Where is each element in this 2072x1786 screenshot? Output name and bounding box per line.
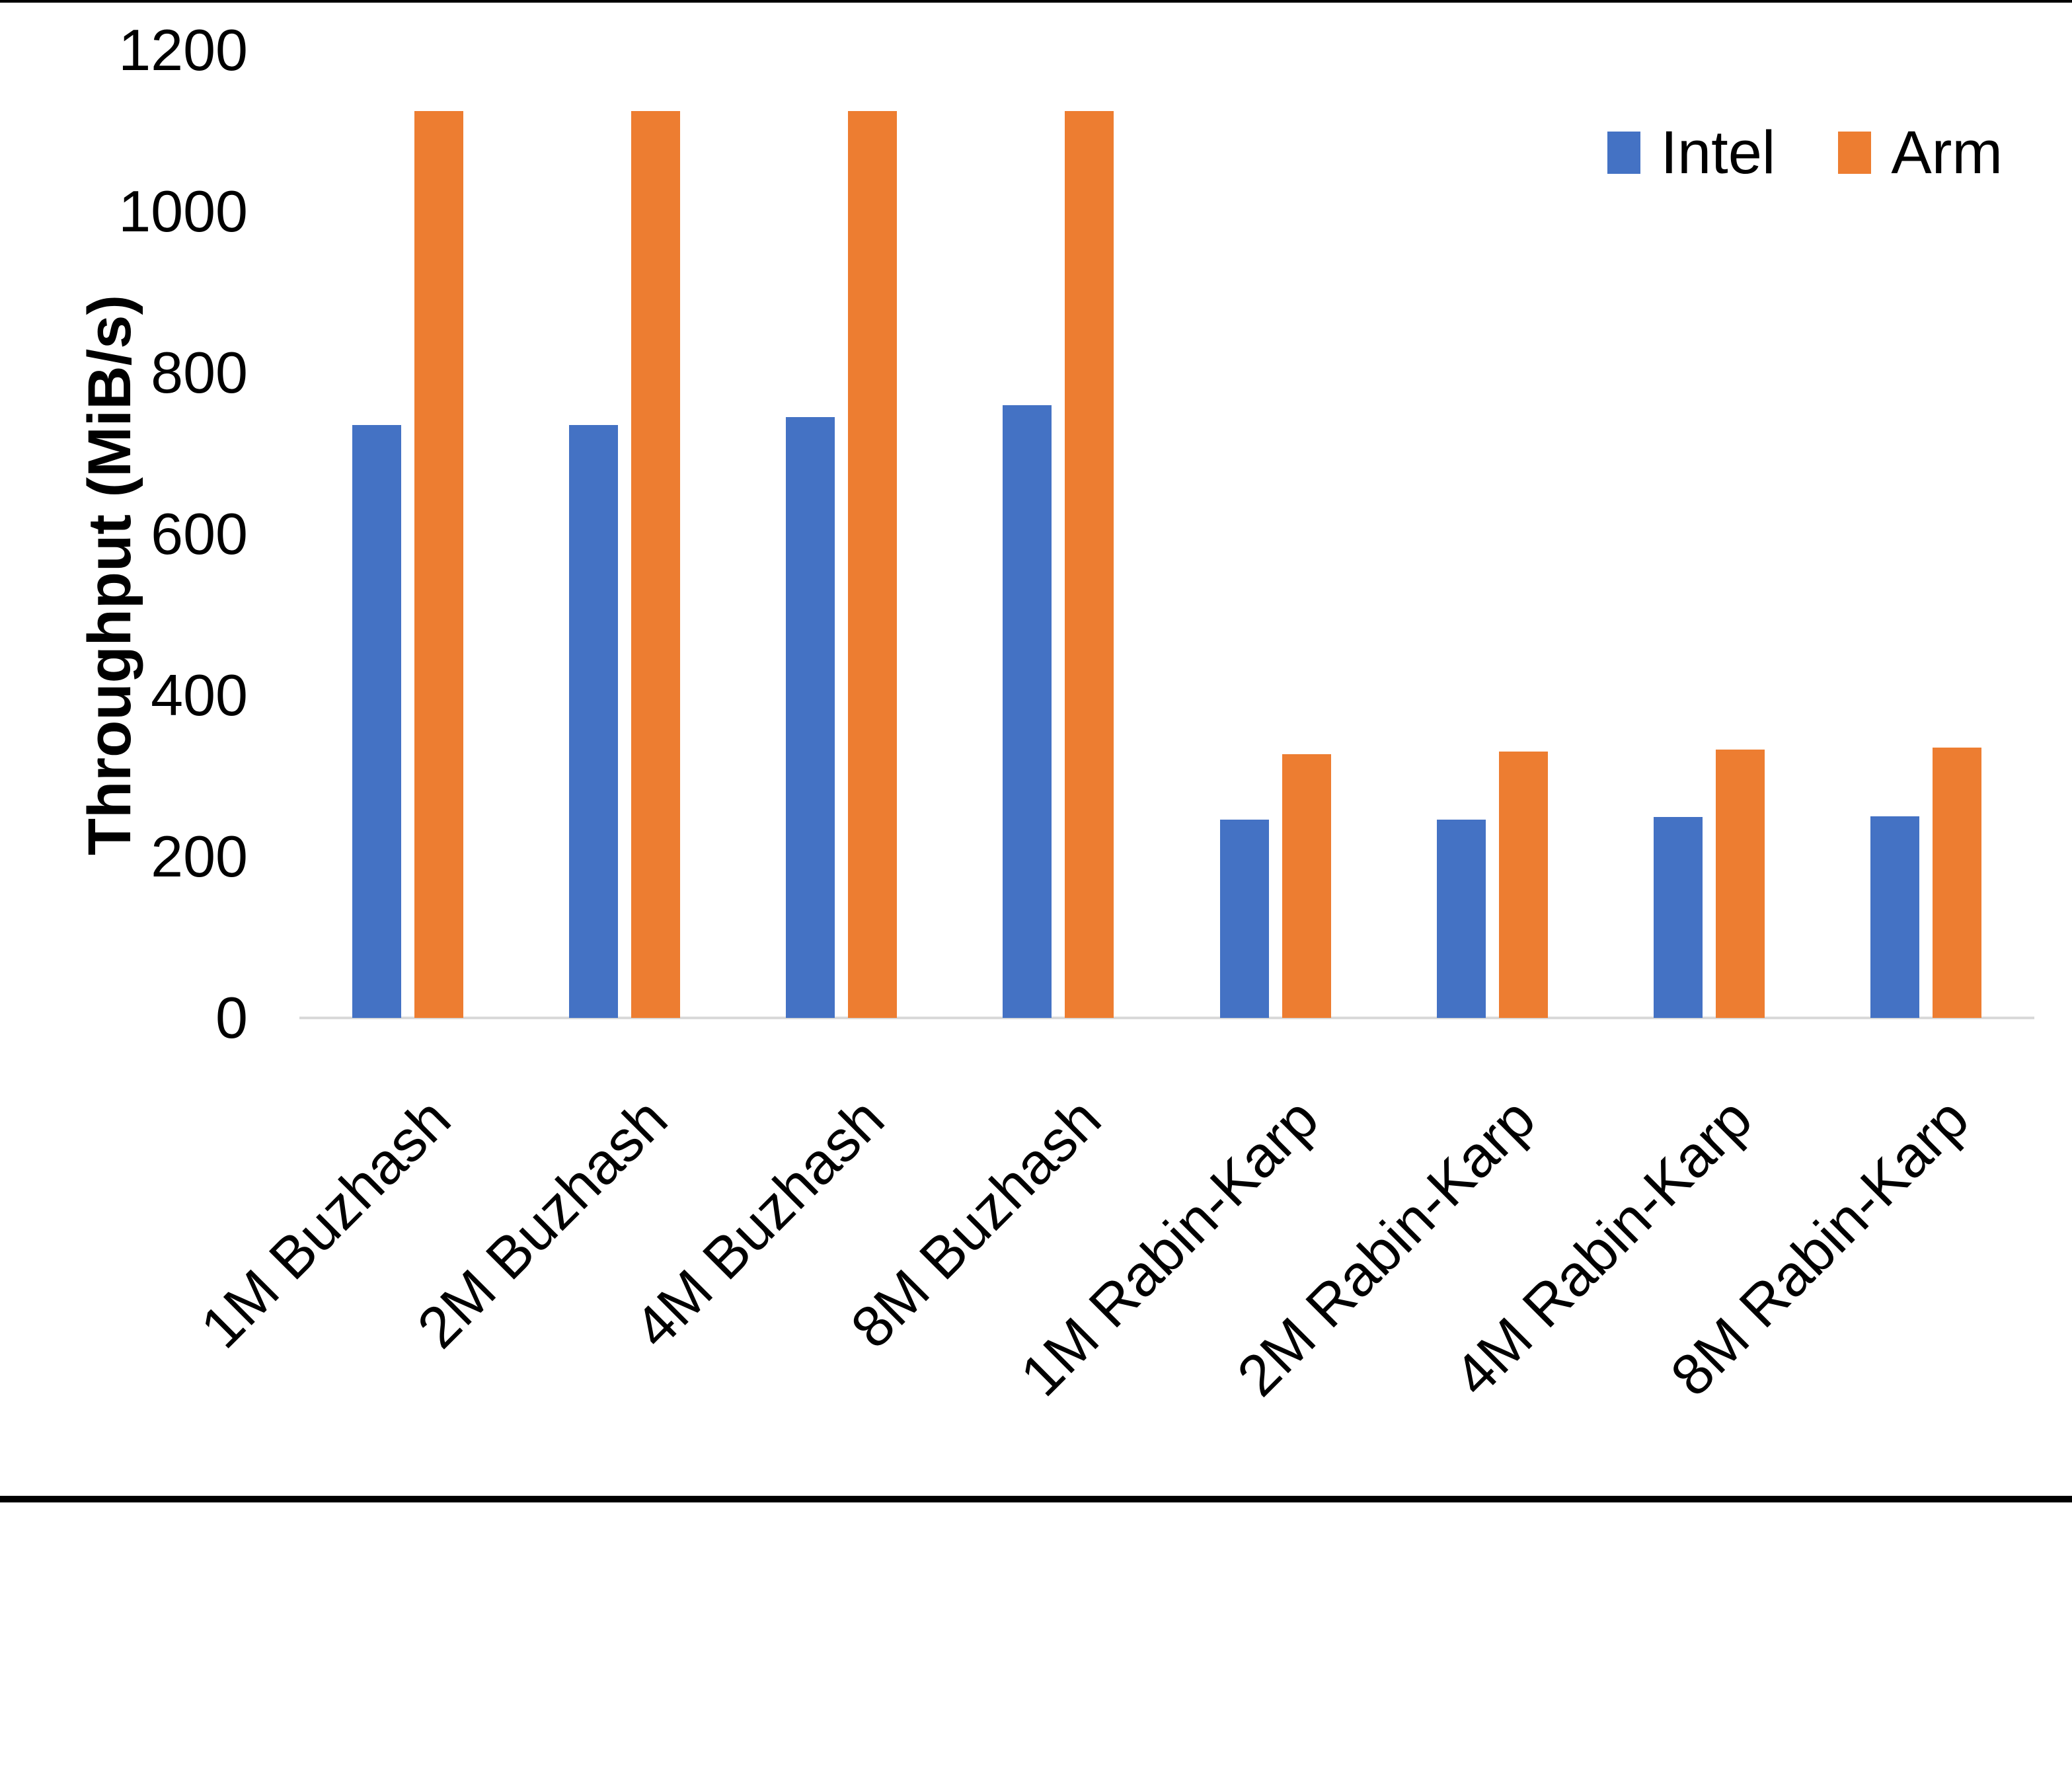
bar-chart: Throughput (MiB/s) 0 200 400 600 800 1000 1200… xyxy=(76,17,2034,1409)
bar-intel-1m-rabin-karp xyxy=(1219,819,1269,1018)
bar-intel-4m-buzhash xyxy=(786,417,835,1018)
y-tick-label-1000: 1000 xyxy=(118,178,248,244)
legend-item-arm: Arm xyxy=(1838,121,2003,184)
bar-intel-4m-rabin-karp xyxy=(1653,817,1703,1018)
y-tick-label-800: 800 xyxy=(151,340,248,405)
bar-arm-4m-buzhash xyxy=(848,110,898,1018)
legend-item-intel: Intel xyxy=(1607,121,1775,184)
legend: Intel Arm xyxy=(1607,121,2003,184)
bar-intel-8m-rabin-karp xyxy=(1870,816,1919,1018)
bar-arm-1m-buzhash xyxy=(414,110,463,1018)
bar-arm-1m-rabin-karp xyxy=(1282,754,1331,1018)
legend-swatch-intel xyxy=(1607,132,1641,174)
y-tick-label-0: 0 xyxy=(215,985,248,1050)
legend-label-intel: Intel xyxy=(1660,119,1776,186)
bar-arm-4m-rabin-karp xyxy=(1715,749,1765,1018)
slide-top-border xyxy=(0,0,2072,3)
bar-arm-2m-buzhash xyxy=(631,110,681,1018)
bar-intel-8m-buzhash xyxy=(1003,405,1052,1018)
y-tick-label-1200: 1200 xyxy=(118,17,248,83)
legend-label-arm: Arm xyxy=(1891,119,2003,186)
x-axis-line xyxy=(299,1017,2034,1019)
bar-intel-2m-rabin-karp xyxy=(1436,819,1486,1018)
bar-arm-8m-buzhash xyxy=(1065,110,1114,1018)
bar-arm-2m-rabin-karp xyxy=(1498,752,1548,1018)
legend-swatch-arm xyxy=(1838,132,1872,174)
y-tick-label-400: 400 xyxy=(151,662,248,728)
bar-intel-1m-buzhash xyxy=(352,425,401,1018)
y-tick-label-200: 200 xyxy=(151,824,248,889)
slide-bottom-border xyxy=(0,1496,2072,1502)
bar-intel-2m-buzhash xyxy=(569,425,619,1018)
bar-arm-8m-rabin-karp xyxy=(1932,748,1981,1018)
y-tick-label-600: 600 xyxy=(151,501,248,566)
